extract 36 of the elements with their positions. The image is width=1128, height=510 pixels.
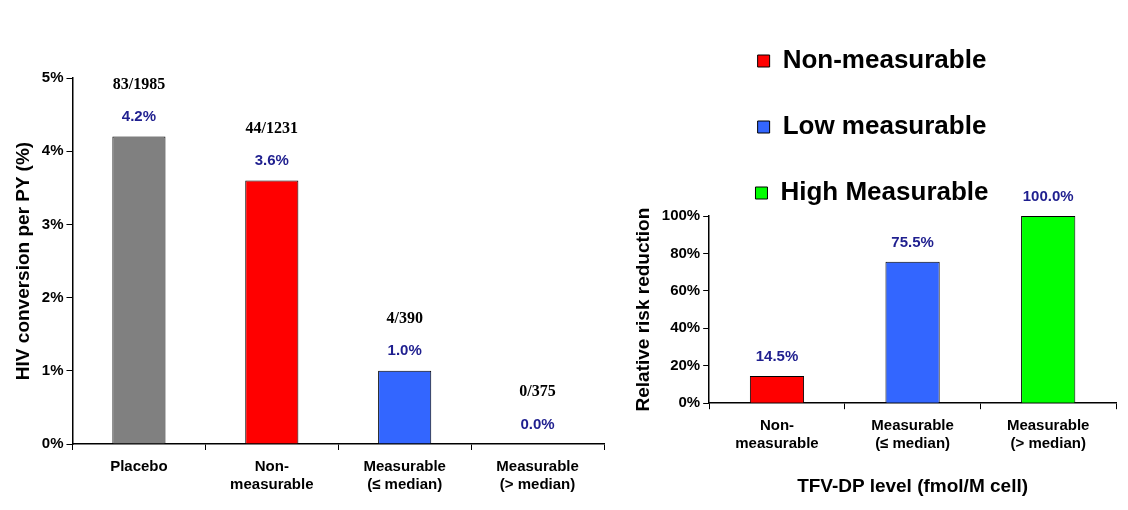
y-tick-label: 4% xyxy=(41,141,64,159)
data-label: 1.0% xyxy=(387,341,422,359)
x-tick-label: Placebo xyxy=(110,457,168,475)
data-label: 0.0% xyxy=(520,414,555,432)
y-axis-title: HIV conversion per PY (%) xyxy=(11,141,33,381)
annotation: 4/390 xyxy=(386,308,423,326)
x-tick-label: Measurable (≤ median) xyxy=(871,416,954,452)
x-tick-label: Non-measurable xyxy=(735,416,819,452)
data-label: 100.0% xyxy=(1022,186,1074,204)
x-tick-label: Measurable (≤ median) xyxy=(363,457,446,493)
annotation: 83/1985 xyxy=(112,74,166,92)
legend-label: High Measurable xyxy=(780,176,989,207)
y-tick-label: 100% xyxy=(661,206,701,224)
y-tick-label: 1% xyxy=(41,360,64,378)
data-label: 75.5% xyxy=(891,232,934,250)
y-tick-label: 3% xyxy=(41,214,64,232)
data-label: 4.2% xyxy=(121,107,157,125)
x-axis-title: TFV-DP level (fmol/M cell) xyxy=(797,474,1029,496)
y-axis-title: Relative risk reduction xyxy=(631,207,653,412)
data-label: 3.6% xyxy=(254,151,289,169)
y-tick-label: 60% xyxy=(670,281,701,299)
y-tick-label: 2% xyxy=(41,287,64,305)
x-tick-label: Non-measurable xyxy=(230,457,314,493)
annotation: 0/375 xyxy=(519,382,556,400)
legend-label: Low measurable xyxy=(782,110,987,141)
y-tick-label: 5% xyxy=(41,68,64,86)
y-tick-label: 0% xyxy=(41,434,64,452)
legend-label: Non-measurable xyxy=(782,44,987,75)
y-tick-label: 40% xyxy=(670,318,701,336)
x-tick-label: Measurable (> median) xyxy=(496,457,579,493)
x-tick-label: Measurable (> median) xyxy=(1006,416,1090,452)
data-label: 14.5% xyxy=(755,346,799,364)
y-tick-label: 80% xyxy=(670,243,701,261)
y-tick-label: 20% xyxy=(670,355,701,373)
y-tick-label: 0% xyxy=(678,393,701,411)
annotation: 44/1231 xyxy=(245,118,299,136)
